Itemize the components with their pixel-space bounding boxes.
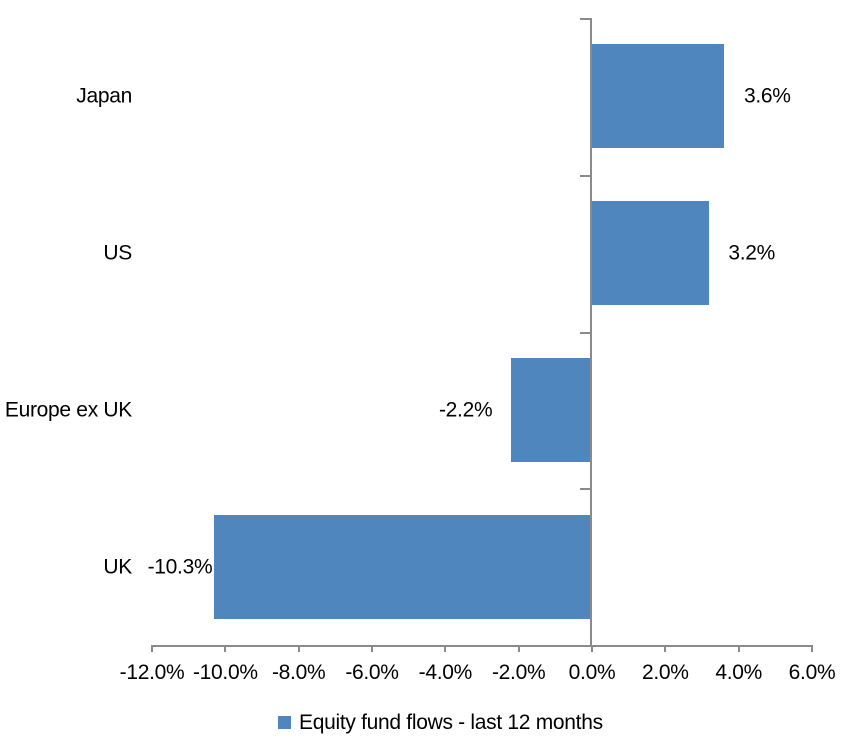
x-axis-tick xyxy=(737,645,740,652)
bar-europe-ex-uk xyxy=(511,357,592,462)
x-tick-label: 0.0% xyxy=(568,661,616,684)
x-tick-label: 2.0% xyxy=(641,661,689,684)
category-label-japan: Japan xyxy=(76,84,132,108)
value-label-us: 3.2% xyxy=(728,241,775,265)
bar-japan xyxy=(592,44,724,149)
x-axis-tick xyxy=(444,645,447,652)
x-tick-label: -2.0% xyxy=(491,661,546,684)
x-axis-tick xyxy=(224,645,227,652)
x-axis-tick xyxy=(517,645,520,652)
x-axis-tick xyxy=(151,645,153,652)
category-label-europe-ex-uk: Europe ex UK xyxy=(4,398,132,422)
x-tick-label: -4.0% xyxy=(418,661,473,684)
legend: Equity fund flows - last 12 months xyxy=(278,711,603,734)
value-label-japan: 3.6% xyxy=(744,84,791,108)
x-axis-line xyxy=(151,645,813,647)
x-axis-tick xyxy=(297,645,300,652)
y-axis-tick xyxy=(580,331,590,334)
bar-us xyxy=(592,201,710,306)
x-tick-label: -10.0% xyxy=(192,661,258,684)
x-axis-tick xyxy=(371,645,373,652)
y-axis-tick xyxy=(580,488,590,491)
y-axis-tick xyxy=(580,18,590,20)
category-label-us: US xyxy=(103,241,132,265)
legend-marker-icon xyxy=(278,716,291,729)
x-tick-label: 4.0% xyxy=(715,661,762,684)
x-tick-label: 6.0% xyxy=(788,661,836,684)
value-label-europe-ex-uk: -2.2% xyxy=(438,398,493,422)
x-tick-label: -6.0% xyxy=(345,661,399,684)
zero-axis-line xyxy=(590,18,592,647)
x-axis-tick xyxy=(811,645,813,652)
y-axis-tick xyxy=(580,174,590,177)
x-tick-label: -12.0% xyxy=(119,661,185,684)
category-label-uk: UK xyxy=(103,555,132,579)
x-axis-tick xyxy=(591,645,593,652)
x-tick-label: -8.0% xyxy=(271,661,326,684)
bar-uk xyxy=(214,514,592,619)
legend-label: Equity fund flows - last 12 months xyxy=(299,711,603,734)
value-label-uk: -10.3% xyxy=(147,555,213,579)
x-axis-tick xyxy=(664,645,667,652)
